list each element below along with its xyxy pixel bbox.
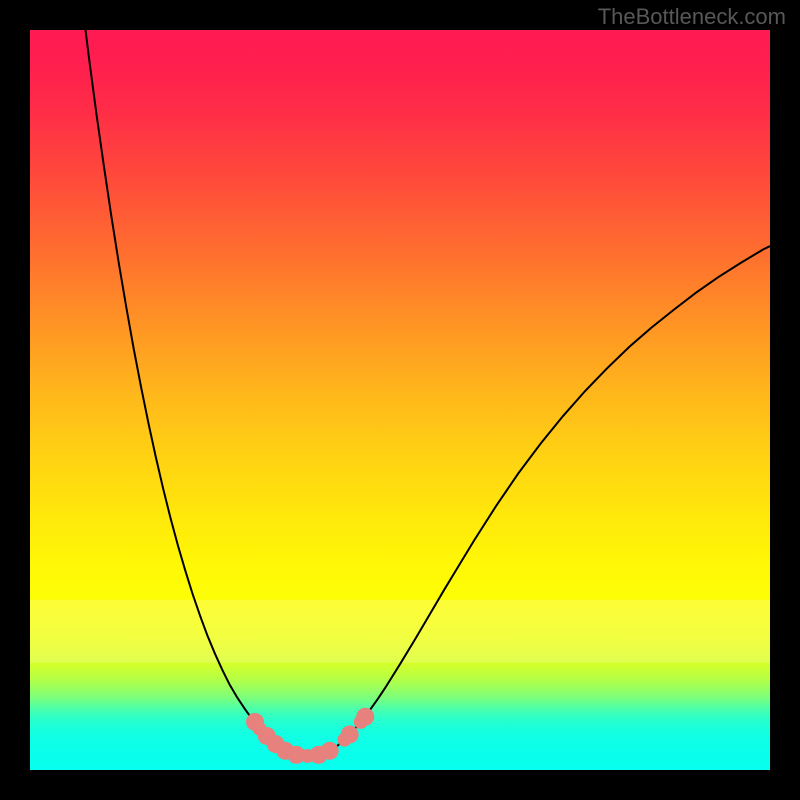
chart-pale-band — [30, 600, 770, 663]
curve-marker — [356, 708, 374, 726]
curve-marker — [321, 742, 339, 760]
bottleneck-curve-chart — [30, 30, 770, 770]
watermark-text: TheBottleneck.com — [598, 4, 786, 30]
curve-marker — [341, 725, 359, 743]
plot-area — [30, 30, 770, 770]
